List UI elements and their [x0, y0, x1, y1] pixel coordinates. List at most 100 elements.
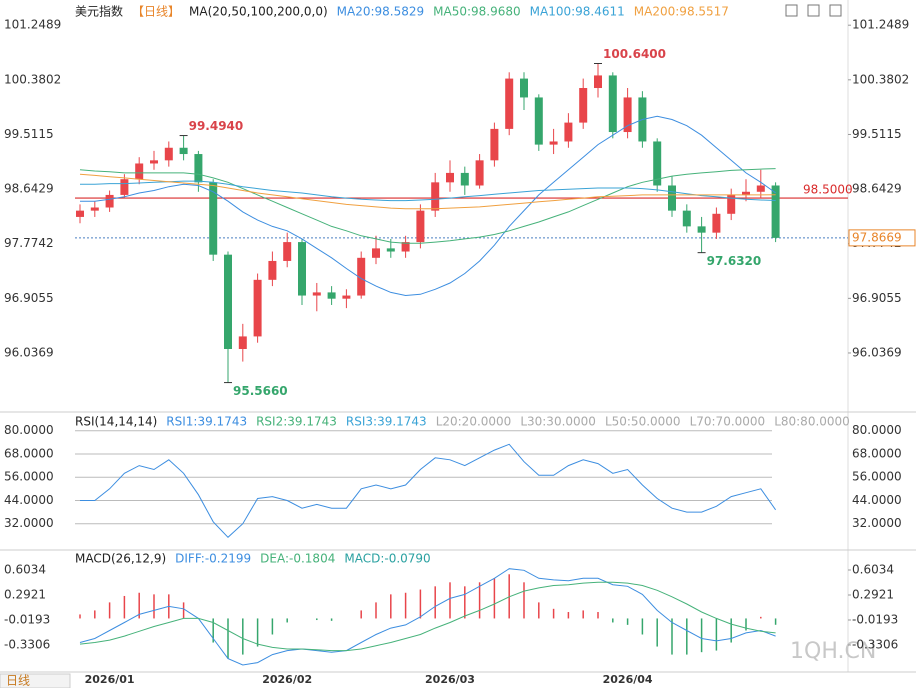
y-tick-label: 98.6429 [4, 182, 54, 196]
candle-body [446, 172, 454, 183]
y-tick-label: 56.0000 [852, 470, 902, 484]
line-series [80, 115, 776, 297]
legend-entry: RSI1:39.1743 [166, 415, 247, 429]
candle-body [386, 248, 395, 252]
candle-body [534, 97, 543, 145]
annotation-label: 95.5660 [233, 384, 288, 398]
x-tick-label: 2026/02 [262, 673, 312, 686]
legend-entry: DIFF:-0.2199 [175, 552, 251, 566]
candle-body [668, 185, 676, 211]
period-label[interactable]: 日线 [6, 674, 30, 688]
candle-body [520, 78, 528, 98]
candle-body [342, 295, 351, 299]
legend-entry: L80:80.0000 [774, 415, 850, 429]
y-tick-label: 68.0000 [852, 446, 902, 460]
y-tick-label: 32.0000 [4, 516, 54, 530]
period-selector[interactable] [0, 673, 71, 688]
tool-icon[interactable] [829, 4, 842, 17]
watermark: 1QH.CN [790, 639, 876, 664]
legend-entry: MA200:98.5517 [634, 5, 729, 19]
legend-entry: RSI2:39.1743 [256, 415, 337, 429]
candle-body [357, 257, 366, 296]
y-tick-label: 101.2489 [4, 18, 61, 32]
y-tick-label: 101.2489 [852, 18, 909, 32]
candle-body [209, 182, 218, 255]
candle-body [490, 128, 499, 161]
candle-body [771, 185, 780, 238]
candle-body [579, 88, 588, 123]
candle-body [653, 141, 662, 186]
indicator-name: MA(20,50,100,200,0,0) [189, 5, 328, 19]
candle-body [179, 147, 188, 155]
y-tick-label: 0.2921 [852, 587, 894, 601]
panel-title: MACD(26,12,9) [75, 552, 166, 566]
candle-body [756, 185, 765, 192]
annotation-label: 100.6400 [603, 47, 666, 61]
annotation-label: 99.4940 [189, 119, 244, 133]
candle-body [238, 336, 247, 349]
line-series [79, 173, 776, 210]
legend-entry: MA20:98.5829 [337, 5, 425, 19]
legend-entry: DEA:-0.1804 [260, 552, 335, 566]
chart-title: 美元指数 [75, 4, 123, 19]
y-tick-label: 44.0000 [852, 493, 902, 507]
candle-body [327, 292, 336, 299]
y-tick-label: 68.0000 [4, 446, 54, 460]
legend-entry: RSI3:39.1743 [346, 415, 427, 429]
legend-entry: L30:30.0000 [520, 415, 596, 429]
candle-body [135, 163, 144, 180]
x-tick-label: 2026/03 [425, 673, 475, 686]
last-price-label: 97.8669 [852, 230, 902, 244]
y-tick-label: 96.0369 [852, 345, 902, 359]
candle-body [742, 191, 750, 195]
candle-body [76, 210, 84, 217]
y-tick-label: 0.6034 [4, 562, 46, 576]
y-tick-label: 97.7742 [4, 236, 54, 250]
candle-body [727, 194, 736, 214]
y-tick-label: 99.5115 [852, 127, 902, 141]
legend-entry: MA100:98.4611 [530, 5, 625, 19]
candle-body [120, 179, 129, 195]
tool-icon[interactable] [785, 4, 798, 17]
candle-body [460, 172, 469, 186]
y-tick-label: 98.6429 [852, 182, 902, 196]
line-series [80, 443, 777, 539]
candle-body [564, 122, 573, 142]
y-tick-label: -0.0193 [4, 612, 50, 626]
candle-body [105, 194, 114, 208]
candle-body [594, 75, 602, 89]
period-tag: 【日线】 [132, 5, 180, 19]
tool-icon[interactable] [807, 4, 820, 17]
toolbar[interactable] [785, 4, 842, 17]
candle-body [164, 147, 173, 161]
reference-label: 98.5000 [803, 183, 853, 197]
candle-body [682, 210, 691, 227]
candle-body [283, 242, 292, 261]
last-price-box [848, 229, 916, 247]
candle-body [431, 182, 440, 211]
y-tick-label: 99.5115 [4, 127, 54, 141]
x-tick-label: 2026/04 [603, 673, 653, 686]
y-tick-label: 44.0000 [4, 493, 54, 507]
y-tick-label: 32.0000 [852, 516, 902, 530]
candle-body [549, 141, 558, 145]
legend-entry: L50:50.0000 [605, 415, 681, 429]
candle-body [401, 242, 410, 252]
legend-entry: L20:20.0000 [436, 415, 512, 429]
y-tick-label: 100.3802 [852, 72, 909, 86]
legend-entry: L70:70.0000 [690, 415, 766, 429]
candle-body [150, 160, 158, 164]
y-tick-label: -0.0193 [852, 612, 898, 626]
y-tick-label: -0.3306 [4, 637, 50, 651]
candle-body [608, 75, 617, 133]
candle-body [268, 260, 277, 280]
candle-body [298, 242, 306, 296]
y-tick-label: -0.3306 [852, 637, 898, 651]
annotation-label: 97.6320 [707, 254, 762, 268]
candle-body [224, 254, 232, 349]
y-tick-label: 0.2921 [4, 587, 46, 601]
candle-body [194, 154, 203, 183]
